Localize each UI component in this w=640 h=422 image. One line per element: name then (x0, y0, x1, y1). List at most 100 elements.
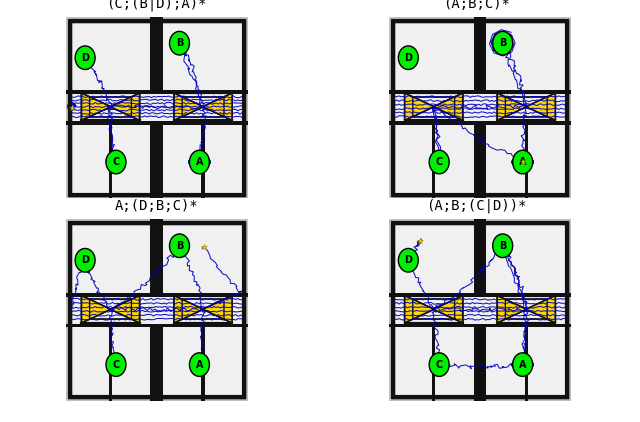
Polygon shape (526, 296, 556, 323)
Text: A: A (196, 157, 203, 167)
Bar (150, 324, 163, 401)
Bar (474, 17, 486, 94)
Text: D: D (81, 255, 89, 265)
Polygon shape (81, 93, 111, 120)
Polygon shape (526, 93, 556, 120)
Bar (389, 293, 474, 297)
Ellipse shape (513, 150, 532, 174)
Bar (486, 121, 571, 125)
Bar (486, 324, 571, 327)
Polygon shape (506, 300, 526, 319)
Polygon shape (413, 300, 434, 319)
Polygon shape (182, 97, 203, 116)
Text: A: A (519, 360, 526, 370)
Bar (109, 121, 112, 198)
Bar (150, 121, 163, 198)
Ellipse shape (75, 249, 95, 272)
Polygon shape (81, 296, 111, 323)
Text: (A;B;C)*: (A;B;C)* (444, 0, 510, 11)
Bar (66, 293, 150, 297)
Polygon shape (526, 296, 556, 323)
Polygon shape (526, 97, 547, 116)
Bar (163, 293, 248, 297)
Polygon shape (111, 296, 140, 323)
Ellipse shape (75, 46, 95, 70)
Text: B: B (176, 38, 183, 48)
Bar (474, 324, 486, 401)
Text: A: A (196, 360, 203, 370)
Polygon shape (434, 300, 454, 319)
Polygon shape (434, 296, 463, 323)
Polygon shape (182, 300, 203, 319)
Bar (109, 324, 112, 401)
Ellipse shape (493, 234, 513, 257)
Polygon shape (526, 300, 547, 319)
Polygon shape (404, 296, 434, 323)
Ellipse shape (493, 31, 513, 55)
Polygon shape (90, 97, 111, 116)
Text: D: D (404, 255, 412, 265)
Bar (432, 324, 435, 401)
Polygon shape (174, 93, 203, 120)
Text: B: B (176, 241, 183, 251)
Polygon shape (111, 97, 131, 116)
Polygon shape (111, 93, 140, 120)
Polygon shape (404, 93, 434, 120)
Polygon shape (203, 97, 224, 116)
Polygon shape (434, 93, 463, 120)
Polygon shape (203, 93, 232, 120)
Ellipse shape (170, 234, 189, 257)
Polygon shape (404, 93, 434, 120)
Text: B: B (499, 241, 506, 251)
Polygon shape (203, 93, 232, 120)
Ellipse shape (398, 249, 419, 272)
Bar (474, 121, 486, 198)
Polygon shape (506, 97, 526, 116)
Text: C: C (436, 360, 443, 370)
Polygon shape (81, 93, 111, 120)
Bar (163, 121, 248, 125)
Ellipse shape (429, 353, 449, 376)
Bar (163, 90, 248, 94)
Polygon shape (497, 93, 526, 120)
Text: D: D (81, 53, 89, 63)
Polygon shape (526, 93, 556, 120)
Ellipse shape (189, 150, 209, 174)
Polygon shape (90, 300, 111, 319)
Polygon shape (174, 93, 203, 120)
Polygon shape (111, 296, 140, 323)
Ellipse shape (170, 31, 189, 55)
Text: A;(D;B;C)*: A;(D;B;C)* (115, 199, 198, 213)
Bar (525, 324, 528, 401)
Bar (163, 324, 248, 327)
Bar (66, 324, 150, 327)
Polygon shape (413, 97, 434, 116)
Polygon shape (111, 300, 131, 319)
Bar (66, 90, 150, 94)
Polygon shape (404, 296, 434, 323)
Bar (474, 219, 486, 297)
Polygon shape (497, 93, 526, 120)
Text: B: B (499, 38, 506, 48)
Text: (C;(B|D);A)*: (C;(B|D);A)* (106, 0, 207, 11)
Bar (486, 293, 571, 297)
Bar (432, 121, 435, 198)
Polygon shape (497, 296, 526, 323)
Bar (389, 121, 474, 125)
Text: C: C (436, 157, 443, 167)
Bar (486, 90, 571, 94)
Text: C: C (113, 157, 120, 167)
Ellipse shape (106, 150, 126, 174)
Bar (150, 219, 163, 297)
Ellipse shape (189, 353, 209, 376)
Bar (389, 324, 474, 327)
Polygon shape (434, 97, 454, 116)
Ellipse shape (398, 46, 419, 70)
Text: A: A (519, 157, 526, 167)
Polygon shape (203, 296, 232, 323)
Polygon shape (203, 296, 232, 323)
Polygon shape (434, 296, 463, 323)
Polygon shape (174, 296, 203, 323)
Ellipse shape (513, 353, 532, 376)
Polygon shape (111, 93, 140, 120)
